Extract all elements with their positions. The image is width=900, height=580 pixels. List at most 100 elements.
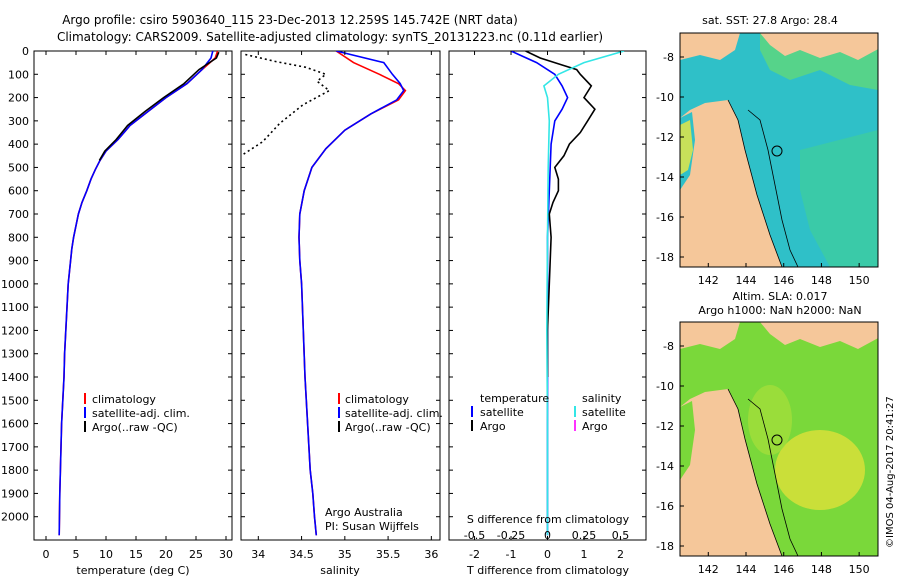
legend-t-argo: Argo (480, 420, 506, 433)
depth-tick-label: 200 (8, 92, 29, 105)
new-guinea-coast (760, 33, 878, 60)
lon-tick-label: 148 (811, 563, 832, 576)
lon-tick-label: 144 (736, 563, 757, 576)
s-diff-tick-label: 0.5 (612, 529, 630, 542)
lon-tick-label: 142 (698, 274, 719, 287)
temperature-lines (58, 51, 220, 536)
lon-tick-label: 148 (811, 274, 832, 287)
legend-salinity-heading: salinity (582, 392, 622, 405)
depth-tick-label: 1100 (1, 301, 29, 314)
depth-tick-label: 1900 (1, 487, 29, 500)
series-s-satellite (542, 51, 625, 536)
depth-tick-label: 800 (8, 231, 29, 244)
x-tick-label: 35.5 (376, 548, 401, 561)
sla-map-frame (679, 321, 879, 557)
sla-high-patch (775, 430, 865, 510)
salinity-xlabel: salinity (320, 564, 360, 577)
depth-tick-label: 0 (22, 45, 29, 58)
series-climatology (298, 51, 407, 536)
x-tick-label: 20 (159, 548, 173, 561)
sst-map-frame (679, 32, 879, 268)
salinity-lines (241, 51, 407, 536)
lat-tick-label: -8 (663, 51, 674, 64)
depth-tick-label: 900 (8, 255, 29, 268)
salinity-legend: climatology satellite-adj. clim. Argo(..… (325, 393, 443, 533)
sla-map-axes: 142 144 146 148 150 -8 -10 -12 -14 -16 -18 (656, 340, 870, 576)
sla-mid-patch (748, 385, 792, 455)
series-t-satellite (510, 51, 569, 536)
lat-tick-label: -14 (656, 460, 674, 473)
lat-tick-label: -10 (656, 380, 674, 393)
difference-legend: temperature satellite Argo salinity sate… (471, 392, 626, 433)
difference-x-axis: -2 -1 0 1 2 -0.5 -0.25 0 0.25 0.5 (464, 51, 629, 561)
legend-temperature-heading: temperature (480, 392, 549, 405)
legend-satellite: satellite-adj. clim. (92, 407, 190, 420)
depth-tick-label: 1400 (1, 371, 29, 384)
depth-tick-label: 500 (8, 161, 29, 174)
lat-tick-label: -16 (656, 500, 674, 513)
s-diff-tick-label: -0.25 (497, 529, 525, 542)
sst-map (680, 33, 878, 267)
coastline (727, 99, 783, 267)
legend-s-satellite: satellite (582, 406, 626, 419)
x-tick-label: -2 (469, 548, 480, 561)
sla-map-title-1: Altim. SLA: 0.017 (732, 290, 827, 303)
lat-tick-label: -18 (656, 251, 674, 264)
lat-tick-label: -14 (656, 171, 674, 184)
sla-map-title-2: Argo h1000: NaN h2000: NaN (698, 304, 861, 317)
x-tick-label: 36 (424, 548, 438, 561)
lat-tick-label: -16 (656, 211, 674, 224)
depth-tick-label: 1000 (1, 278, 29, 291)
shelf-edge (747, 109, 799, 267)
legend-climatology: climatology (345, 393, 409, 406)
lon-tick-label: 146 (773, 274, 794, 287)
sst-map-axes: 142 144 146 148 150 -8 -10 -12 -14 -16 -18 (656, 51, 870, 287)
x-tick-label: -1 (506, 548, 517, 561)
legend-climatology: climatology (92, 393, 156, 406)
depth-tick-label: 1200 (1, 324, 29, 337)
temperature-xlabel: temperature (deg C) (76, 564, 189, 577)
depth-tick-label: 1700 (1, 441, 29, 454)
series-t-argo (525, 51, 596, 377)
s-diff-tick-label: 0 (544, 529, 551, 542)
temperature-legend: climatology satellite-adj. clim. Argo(..… (84, 393, 190, 434)
difference-xlabel: T difference from climatology (466, 564, 629, 577)
depth-tick-label: 1500 (1, 394, 29, 407)
x-tick-label: 5 (73, 548, 80, 561)
salinity-x-axis: 34 34.5 35 35.5 36 (251, 51, 438, 561)
x-tick-label: 1 (580, 548, 587, 561)
x-tick-label: 0 (544, 548, 551, 561)
x-tick-label: 35 (338, 548, 352, 561)
argo-float-marker (771, 434, 783, 446)
shelf-edge (747, 398, 799, 556)
x-tick-label: 0 (43, 548, 50, 561)
lat-tick-label: -8 (663, 340, 674, 353)
s-diff-tick-label: -0.5 (464, 529, 485, 542)
annotation-argo-australia: Argo Australia (325, 506, 403, 519)
s-diff-tick-label: 0.25 (572, 529, 597, 542)
series-satellite-adj-clim- (58, 51, 214, 536)
depth-tick-label: 100 (8, 68, 29, 81)
x-tick-label: 30 (219, 548, 233, 561)
x-tick-label: 34 (251, 548, 265, 561)
lon-tick-label: 144 (736, 274, 757, 287)
depth-axis: 0 100 200 300 400 500 600 700 800 900 1000 1100 1200… (1, 45, 646, 524)
x-tick-label: 15 (129, 548, 143, 561)
depth-tick-label: 700 (8, 208, 29, 221)
legend-s-argo: Argo (582, 420, 608, 433)
legend-argo: Argo(..raw -QC) (345, 421, 431, 434)
title-line1: Argo profile: csiro 5903640_115 23-Dec-2… (62, 13, 518, 27)
imos-timestamp: ©IMOS 04-Aug-2017 20:41:27 (885, 396, 896, 548)
difference-top-xlabel: S difference from climatology (467, 513, 630, 526)
legend-satellite: satellite-adj. clim. (345, 407, 443, 420)
salinity-panel-frame (240, 50, 441, 541)
coastline (727, 388, 783, 556)
series-satellite-adj-clim- (298, 51, 405, 536)
series-argo-raw-qc- (241, 53, 331, 157)
depth-tick-label: 400 (8, 138, 29, 151)
lon-tick-label: 150 (849, 563, 870, 576)
depth-tick-label: 2000 (1, 511, 29, 524)
sst-map-title: sat. SST: 27.8 Argo: 28.4 (702, 14, 838, 27)
depth-tick-label: 300 (8, 115, 29, 128)
